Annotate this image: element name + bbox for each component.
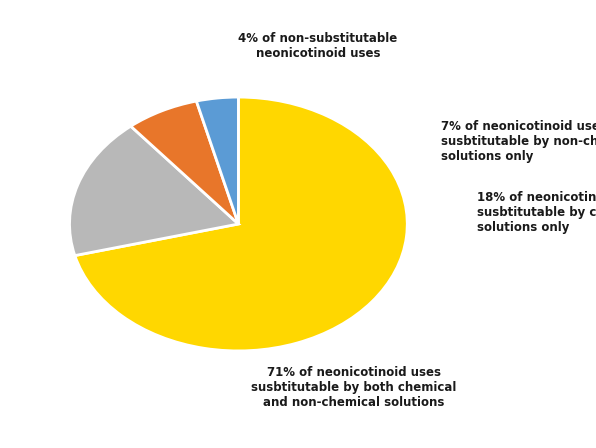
Wedge shape [70, 126, 238, 255]
Wedge shape [131, 101, 238, 224]
Wedge shape [75, 97, 407, 351]
Text: 71% of neonicotinoid uses
susbtitutable by both chemical
and non-chemical soluti: 71% of neonicotinoid uses susbtitutable … [251, 366, 457, 409]
Wedge shape [197, 97, 238, 224]
Text: 7% of neonicotinoid uses
susbtitutable by non-chemical
solutions only: 7% of neonicotinoid uses susbtitutable b… [441, 121, 596, 164]
Text: 4% of non-substitutable
neonicotinoid uses: 4% of non-substitutable neonicotinoid us… [238, 32, 398, 60]
Text: 18% of neonicotinoid uses
susbtitutable by chemical
solutions only: 18% of neonicotinoid uses susbtitutable … [477, 190, 596, 233]
